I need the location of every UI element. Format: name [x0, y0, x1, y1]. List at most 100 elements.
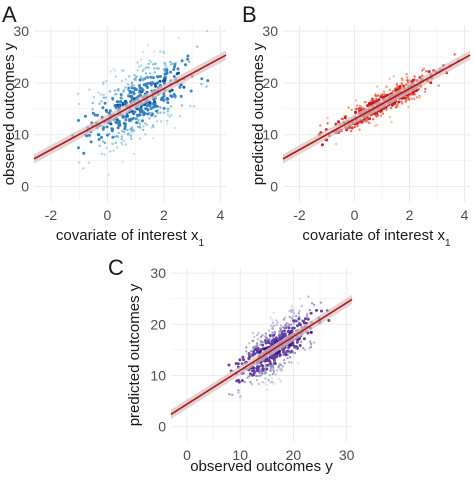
data-point: [326, 122, 329, 125]
data-point: [146, 112, 150, 116]
data-point: [169, 105, 173, 108]
data-point: [308, 308, 311, 312]
data-point: [261, 343, 265, 347]
data-point: [149, 107, 153, 111]
data-point: [135, 121, 139, 125]
data-point: [271, 327, 274, 330]
data-point: [248, 354, 252, 358]
data-point: [123, 122, 127, 126]
data-point: [375, 97, 378, 101]
data-point: [402, 84, 405, 88]
data-point: [257, 374, 260, 378]
data-point: [298, 315, 301, 318]
data-point: [272, 370, 276, 373]
data-point: [121, 115, 125, 119]
data-point: [140, 119, 144, 123]
data-point: [101, 127, 105, 131]
data-point: [231, 393, 234, 397]
x-tick-label: 0: [183, 447, 191, 463]
data-point: [137, 119, 140, 122]
data-point: [278, 349, 282, 353]
data-point: [142, 77, 145, 81]
data-point: [100, 135, 104, 139]
data-point: [145, 104, 149, 108]
data-point: [169, 70, 173, 74]
data-point: [406, 81, 410, 84]
data-point: [370, 97, 374, 100]
data-point: [123, 127, 127, 131]
data-point: [247, 357, 251, 361]
data-point: [262, 347, 266, 351]
data-point: [135, 117, 138, 121]
x-tick-label: 10: [232, 447, 248, 463]
data-point: [286, 330, 290, 334]
data-point: [277, 364, 281, 367]
data-point: [313, 303, 316, 307]
data-point: [388, 77, 391, 81]
data-point: [122, 130, 126, 133]
data-point: [141, 50, 145, 54]
data-point: [259, 374, 262, 377]
grid: [171, 268, 352, 442]
data-point: [300, 304, 304, 308]
data-point: [277, 330, 281, 333]
data-point: [256, 342, 259, 345]
data-point: [122, 139, 126, 142]
data-point: [91, 101, 95, 105]
data-point: [146, 81, 150, 85]
data-point: [126, 128, 129, 132]
data-point: [344, 114, 347, 118]
data-point: [319, 124, 322, 127]
data-point: [120, 79, 124, 83]
data-point: [116, 126, 120, 130]
data-point: [98, 102, 101, 105]
data-point: [150, 113, 154, 117]
data-point: [162, 94, 166, 98]
data-point: [375, 94, 378, 98]
data-point: [264, 337, 268, 340]
data-point: [243, 380, 246, 384]
data-point: [114, 69, 117, 72]
data-point: [320, 309, 323, 313]
data-point: [148, 117, 151, 120]
data-point: [390, 121, 393, 124]
data-point: [196, 45, 199, 48]
data-point: [132, 152, 136, 156]
data-point: [375, 124, 379, 127]
data-point: [302, 347, 305, 350]
data-point: [354, 110, 357, 114]
data-point: [144, 122, 147, 125]
data-point: [97, 137, 101, 141]
data-point: [273, 356, 277, 360]
data-point: [113, 93, 117, 96]
data-point: [234, 362, 238, 365]
data-point: [267, 329, 271, 332]
data-point: [189, 89, 193, 93]
y-tick-label: 30: [13, 23, 29, 39]
data-point: [186, 54, 190, 58]
data-point: [296, 324, 299, 328]
data-point: [274, 373, 277, 376]
data-point: [173, 126, 177, 130]
data-point: [319, 301, 322, 304]
data-point: [104, 96, 108, 99]
data-point: [178, 85, 182, 89]
data-point: [264, 335, 267, 338]
data-point: [78, 102, 81, 106]
data-point: [159, 74, 162, 78]
chart-panel-c: 0 10 20 30 0 10 20 30 observed outcomes y predict…: [108, 255, 355, 475]
panel-label: C: [108, 255, 124, 280]
data-point: [135, 75, 138, 78]
data-point: [291, 306, 295, 309]
data-point: [137, 65, 141, 69]
data-point: [259, 343, 262, 346]
data-point: [117, 88, 120, 91]
data-point: [297, 362, 300, 365]
data-point: [166, 101, 170, 105]
data-point: [132, 112, 136, 116]
data-point: [272, 368, 275, 371]
data-point: [152, 125, 155, 128]
data-point: [102, 96, 106, 99]
data-point: [292, 312, 296, 315]
data-point: [151, 102, 155, 106]
